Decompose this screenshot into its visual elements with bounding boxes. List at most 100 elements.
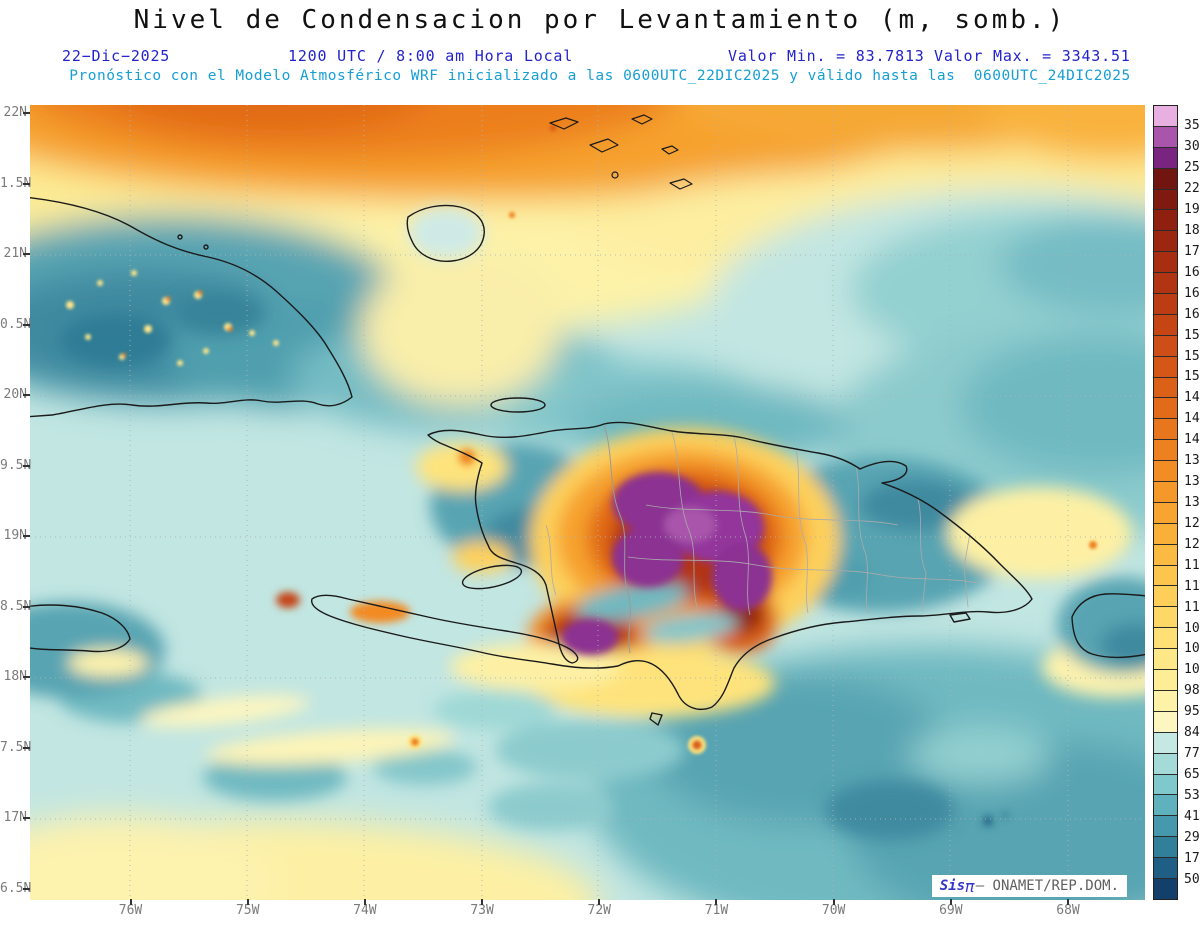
beata-island [649,712,663,726]
colorbar-segment [1154,188,1177,210]
colorbar-label: 1055 [1184,641,1200,657]
y-axis-tick [23,605,30,608]
colorbar-label: 1020 [1184,662,1200,678]
watermark-text: – ONAMET/REP.DOM. [975,878,1119,894]
colorbar-label: 1265 [1184,515,1200,531]
colorbar-label: 1370 [1184,453,1200,469]
colorbar-label: 2500 [1184,160,1200,176]
colorbar-segment [1154,689,1177,711]
y-axis-tick [23,535,30,538]
colorbar-segment [1154,230,1177,252]
y-axis-tick [23,394,30,397]
y-axis-tick [23,746,30,749]
colorbar-label: 410 [1184,808,1200,824]
colorbar-segment [1154,106,1177,126]
jamaica-coastline [30,604,131,653]
x-axis-label: 71W [704,903,729,918]
date-label: 22−Dic−2025 [62,47,171,65]
y-axis-label: 22N [3,105,27,120]
y-axis-label: 17N [3,810,27,826]
colorbar-segment [1154,857,1177,878]
colorbar-label: 1580 [1184,327,1200,343]
valid-time-label: 1200 UTC / 8:00 am Hora Local [288,47,574,65]
max-value-label: Valor Max. = 3343.51 [934,47,1131,65]
colorbar-segment [1154,397,1177,419]
x-axis-label: 70W [821,903,846,918]
x-axis-tick [715,899,718,905]
colorbar-label: 1685 [1184,264,1200,280]
page-title: Nivel de Condensacion por Levantamiento … [133,5,1067,35]
colorbar-label: 1405 [1184,432,1200,448]
colorbar-segment [1154,167,1177,189]
colorbar-label: 1125 [1184,599,1200,615]
colorbar-label: 950 [1184,704,1200,720]
y-axis-tick [23,112,30,114]
y-axis-label: 18N [3,669,27,685]
colorbar [1153,105,1178,900]
watermark: Sis π – ONAMET/REP.DOM. [931,875,1127,897]
x-axis-tick [1067,899,1070,905]
y-axis-label: 1.5N [0,175,32,191]
colorbar-label: 1440 [1184,411,1200,427]
colorbar-label: 1650 [1184,285,1200,301]
colorbar-label: 50 [1184,871,1200,887]
colorbar-label: 170 [1184,850,1200,866]
coastlines [30,114,1145,726]
x-axis-label: 75W [235,903,260,918]
colorbar-segment [1154,313,1177,335]
colorbar-segment [1154,710,1177,732]
colorbar-segment [1154,815,1177,837]
y-axis-label: 7.5N [0,739,32,755]
y-axis-label: 8.5N [0,598,32,614]
colorbar-segment [1154,376,1177,398]
colorbar-segment [1154,669,1177,690]
x-axis-tick [832,899,835,905]
y-axis-tick [23,676,30,679]
field-speckles [66,124,1097,754]
colorbar-label: 650 [1184,766,1200,782]
colorbar-label: 1300 [1184,495,1200,510]
turks-caicos-islets [549,114,693,190]
cay-2 [203,244,209,250]
colorbar-label: 1195 [1184,557,1200,573]
colorbar-segment [1154,627,1177,649]
colorbar-segment [1154,460,1177,482]
colorbar-segment [1154,439,1177,461]
colorbar-segment [1154,251,1177,273]
y-axis-label: 19N [3,528,27,544]
forecast-info-line: Pronóstico con el Modelo Atmosférico WRF… [69,68,1131,84]
x-axis-tick [129,899,132,905]
field-mountain-purples [276,449,1008,826]
x-axis-label: 74W [353,903,377,918]
tortue-island [490,397,546,413]
y-axis-tick [23,887,30,890]
colorbar-label: 1510 [1184,369,1200,385]
field-large-regions [30,105,1145,900]
x-axis-tick [598,899,601,905]
colorbar-label: 3000 [1184,139,1200,155]
colorbar-segment [1154,125,1177,147]
colorbar-label: 290 [1184,829,1200,845]
x-axis-label: 69W [939,903,963,918]
colorbar-segment [1154,146,1177,168]
colorbar-segment [1154,752,1177,774]
y-axis-tick [23,817,30,820]
x-axis-label: 76W [118,903,143,918]
colorbar-segment [1154,564,1177,586]
colorbar-segment [1154,836,1177,858]
x-axis-tick [246,899,249,905]
y-axis-tick [23,253,30,256]
y-axis-tick [23,182,30,185]
colorbar-segment [1154,606,1177,628]
colorbar-label: 985 [1184,683,1200,699]
hispaniola-coastline [311,421,1033,711]
colorbar-segment [1154,293,1177,314]
y-axis-label: 9.5N [0,457,32,473]
colorbar-label: 1090 [1184,620,1200,636]
colorbar-label: 770 [1184,746,1200,762]
colorbar-label: 1160 [1184,578,1200,594]
y-axis-tick [23,323,30,326]
